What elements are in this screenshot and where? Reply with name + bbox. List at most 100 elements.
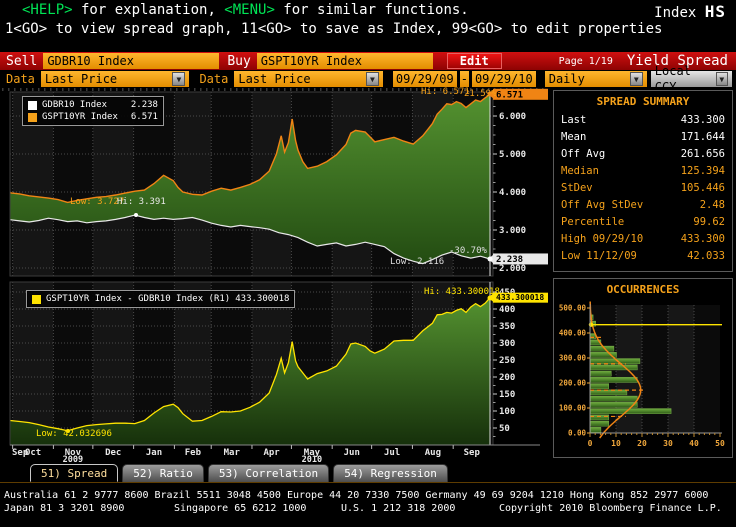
chart-annotation: Hi: 6.571: [421, 87, 470, 97]
svg-text:300: 300: [499, 339, 515, 349]
svg-text:350: 350: [499, 322, 515, 332]
summary-row: Percentile 99.62: [561, 215, 725, 228]
function-code: HS: [704, 2, 726, 21]
svg-text:200: 200: [499, 373, 515, 383]
header-line1: <HELP> for explanation, <MENU> for simil…: [0, 2, 736, 22]
buy-label[interactable]: Buy: [227, 53, 251, 69]
svg-text:2.238: 2.238: [496, 255, 523, 265]
chart-annotation: Low: 3.727: [70, 197, 125, 207]
svg-text:200.00: 200.00: [559, 379, 587, 388]
chart-annotation: Hi: 433.300018: [424, 287, 500, 297]
chevron-down-icon[interactable]: ▼: [172, 72, 186, 86]
x-axis-year-label: 2010: [302, 455, 322, 462]
summary-row: Low 11/12/09 42.033: [561, 249, 725, 262]
svg-text:50: 50: [499, 424, 510, 434]
x-axis-month-label: Mar: [224, 448, 241, 458]
tab-spread[interactable]: 51) Spread: [30, 464, 119, 482]
occurrences-box: OCCURRENCES 0.00 100.00 200.00 300.00 400.00…: [553, 278, 733, 458]
buy-security-field[interactable]: GSPT10YR Index: [256, 53, 433, 69]
tab-ratio[interactable]: 52) Ratio: [122, 464, 204, 482]
svg-text:5.000: 5.000: [499, 150, 526, 160]
chart-annotation: -30.70%: [449, 246, 487, 256]
date-separator: -: [459, 71, 469, 87]
currency-dropdown[interactable]: Local CCY ▼: [650, 64, 732, 94]
price-field-dropdown-1[interactable]: Last Price ▼: [40, 71, 190, 87]
summary-row: Last 433.300: [561, 113, 725, 126]
svg-text:500.00: 500.00: [559, 304, 587, 313]
x-axis-month-label: Sep: [464, 448, 481, 458]
chart-region: 2.000 3.000 4.000 5.000 6.000 6.571 2.238 50 10…: [0, 87, 548, 462]
date-to-field[interactable]: 09/29/10: [471, 71, 536, 87]
screen-title: Yield Spread: [626, 53, 728, 69]
summary-row: Mean 171.644: [561, 130, 725, 143]
svg-text:250: 250: [499, 356, 515, 366]
menu-link[interactable]: <MENU>: [224, 2, 275, 18]
svg-text:40: 40: [689, 439, 699, 448]
main-area: 2.000 3.000 4.000 5.000 6.000 6.571 2.238 50 10…: [0, 87, 736, 462]
chevron-down-icon[interactable]: ▼: [365, 72, 379, 86]
x-axis-month-label: Jul: [384, 448, 400, 458]
svg-text:100: 100: [499, 407, 515, 417]
security-toolbar: Sell GDBR10 Index Buy GSPT10YR Index Edi…: [0, 52, 736, 70]
svg-text:50: 50: [715, 439, 725, 448]
x-axis-month-label: Apr: [263, 448, 280, 458]
header-hint: <HELP> for explanation, <MENU> for simil…: [22, 2, 469, 18]
summary-row: High 09/29/10 433.300: [561, 232, 725, 245]
x-axis-month-label: Sep: [12, 448, 29, 458]
svg-text:20: 20: [637, 439, 647, 448]
svg-text:300.00: 300.00: [559, 354, 587, 363]
sell-security-field[interactable]: GDBR10 Index: [43, 53, 220, 69]
svg-text:400.00: 400.00: [559, 329, 587, 338]
spread-summary-rows: Last 433.300 Mean 171.644 Off Avg 261.656 M…: [554, 111, 732, 264]
svg-text:6.571: 6.571: [496, 90, 523, 100]
x-axis-month-label: May: [304, 448, 321, 458]
period-dropdown[interactable]: Daily ▼: [544, 71, 647, 87]
summary-row: Off Avg StDev 2.48: [561, 198, 725, 211]
occurrences-title: OCCURRENCES: [606, 283, 680, 296]
svg-text:433.300018: 433.300018: [496, 293, 544, 302]
x-axis-month-label: Oct: [25, 448, 41, 458]
tab-regression[interactable]: 54) Regression: [333, 464, 448, 482]
svg-text:150: 150: [499, 390, 515, 400]
occurrences-histogram: 0.00 100.00 200.00 300.00 400.00 500.00 0 10 20 3…: [559, 301, 725, 448]
svg-text:4.000: 4.000: [499, 188, 526, 198]
summary-row: Off Avg 261.656: [561, 147, 725, 160]
header-context: Index HS: [654, 2, 726, 21]
svg-text:100.00: 100.00: [559, 404, 587, 413]
x-axis-year-label: 2009: [63, 455, 83, 462]
yield-chart-legend: GDBR10 Index 2.238 GSPT10YR Index 6.571: [22, 96, 164, 126]
legend-swatch-gspt10yr: [28, 112, 37, 122]
x-axis-month-label: Jan: [146, 448, 162, 458]
date-from-field[interactable]: 09/29/09: [392, 71, 457, 87]
market-sector: Index: [654, 5, 705, 21]
x-axis-month-label: Dec: [105, 448, 121, 458]
svg-text:6.000: 6.000: [499, 112, 526, 122]
sell-label[interactable]: Sell: [6, 53, 38, 69]
page-indicator: Page 1/19: [558, 55, 613, 67]
bottom-tabs: 51) Spread 52) Ratio 53) Correlation 54)…: [0, 462, 736, 483]
edit-button[interactable]: Edit: [446, 53, 502, 69]
tab-correlation[interactable]: 53) Correlation: [207, 464, 330, 482]
footer-line1: Australia 61 2 9777 8600 Brazil 5511 304…: [4, 490, 709, 501]
svg-text:10: 10: [611, 439, 621, 448]
spread-summary-box: SPREAD SUMMARY Last 433.300 Mean 171.644 O…: [553, 90, 733, 272]
chart-annotation: Low: 2.116: [390, 257, 445, 267]
chart-annotation: Hi: 3.391: [117, 197, 166, 207]
legend-swatch-spread: [32, 294, 41, 304]
data-label-2: Data: [199, 72, 229, 86]
x-axis-month-label: Jun: [344, 448, 360, 458]
price-field-dropdown-2[interactable]: Last Price ▼: [234, 71, 383, 87]
svg-text:3.000: 3.000: [499, 226, 526, 236]
footer-line2: Japan 81 3 3201 8900 Singapore 65 6212 1…: [4, 503, 722, 514]
spread-chart-legend: GSPT10YR Index - GDBR10 Index (R1) 433.30…: [26, 290, 296, 308]
svg-text:2.000: 2.000: [499, 264, 526, 274]
summary-row: StDev 105.446: [561, 181, 725, 194]
help-link[interactable]: <HELP>: [22, 2, 73, 18]
right-panel: SPREAD SUMMARY Last 433.300 Mean 171.644 O…: [548, 88, 736, 462]
chevron-down-icon[interactable]: ▼: [629, 72, 643, 86]
chevron-down-icon[interactable]: ▼: [715, 72, 728, 86]
svg-text:0: 0: [588, 439, 593, 448]
data-label-1: Data: [6, 72, 35, 86]
legend-swatch-gdbr10: [28, 100, 37, 110]
chart-annotation: Low: 42.032696: [36, 429, 112, 439]
